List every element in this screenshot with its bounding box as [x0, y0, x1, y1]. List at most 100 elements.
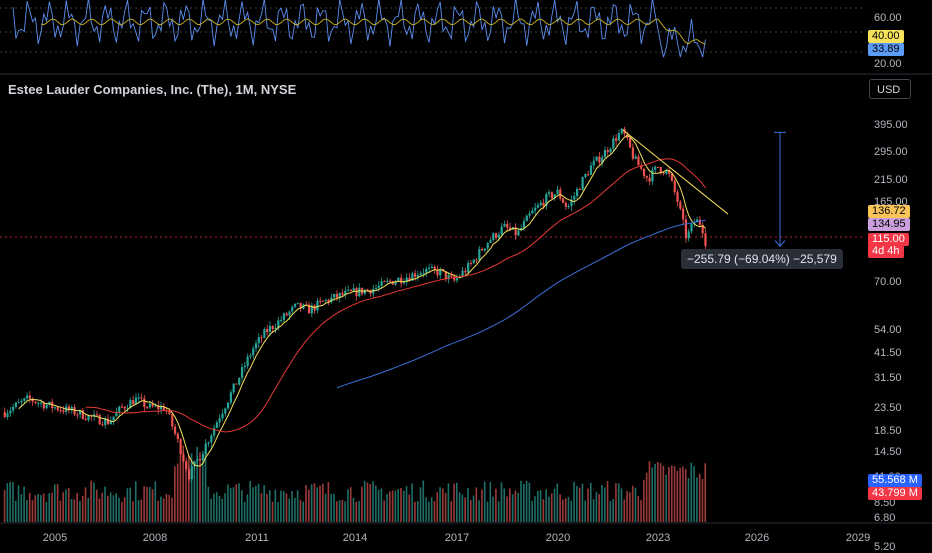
- candle-body: [321, 300, 325, 302]
- volume-bar: [609, 501, 612, 522]
- candle-body: [556, 189, 559, 195]
- volume-bar: [207, 486, 210, 522]
- candle-body: [56, 407, 59, 411]
- candle-body: [84, 418, 87, 420]
- candle-body: [701, 224, 704, 234]
- candle-body: [642, 168, 646, 176]
- volume-bar: [640, 500, 642, 522]
- candle-body: [433, 266, 436, 270]
- volume-bar: [500, 482, 503, 522]
- candle-body: [698, 219, 701, 225]
- volume-bar: [282, 491, 285, 522]
- candle-body: [419, 273, 422, 275]
- volume-bar: [268, 490, 271, 522]
- candle-body: [67, 406, 71, 411]
- volume-bar: [224, 493, 226, 522]
- candle-body: [254, 343, 258, 349]
- volume-bar: [296, 490, 299, 522]
- candle-body: [497, 234, 500, 238]
- volume-bar: [383, 500, 386, 522]
- volume-bar: [157, 500, 159, 522]
- volume-bar: [188, 455, 190, 522]
- candle-body: [207, 442, 210, 444]
- currency-button[interactable]: USD: [869, 79, 911, 99]
- candle-body: [118, 406, 121, 413]
- volume-bar: [37, 493, 39, 522]
- candle-body: [637, 156, 640, 166]
- candle-body: [59, 410, 62, 412]
- candle-body: [193, 460, 196, 467]
- volume-bar: [14, 500, 17, 522]
- candle-body: [307, 304, 311, 314]
- volume-bar: [492, 496, 494, 522]
- volume-bar: [76, 493, 78, 522]
- candle-body: [394, 281, 397, 285]
- bar-countdown-tag: 4d 4h: [868, 245, 904, 258]
- volume-bar: [592, 499, 595, 522]
- volume-bar: [344, 501, 346, 522]
- volume-bar: [235, 484, 238, 522]
- candle-body: [95, 414, 98, 416]
- candle-body: [148, 403, 152, 408]
- volume-bar: [65, 489, 67, 522]
- volume-bar: [414, 501, 416, 522]
- volume-bar: [355, 501, 358, 522]
- volume-bar: [174, 466, 176, 522]
- candle-body: [548, 192, 551, 194]
- volume-bar: [687, 478, 690, 522]
- candle-body: [280, 320, 283, 322]
- volume-bar: [497, 501, 500, 522]
- volume-bar: [17, 485, 20, 522]
- candle-body: [517, 230, 520, 236]
- time-axis-label: 2023: [645, 532, 671, 544]
- candle-body: [397, 277, 400, 282]
- candle-body: [349, 289, 353, 291]
- candle-body: [274, 327, 277, 329]
- volume-bar: [249, 480, 252, 522]
- volume-bar: [520, 480, 522, 522]
- volume-value-tag: 43.799 M: [868, 487, 922, 500]
- volume-bar: [698, 473, 701, 522]
- volume-bar: [447, 483, 450, 522]
- candle-body: [475, 259, 478, 261]
- volume-bar: [548, 496, 550, 522]
- volume-bar: [260, 493, 263, 522]
- candle-body: [9, 410, 12, 414]
- candle-body: [467, 262, 470, 273]
- candle-body: [132, 400, 135, 405]
- candle-body: [601, 157, 604, 163]
- candle-body: [425, 268, 428, 273]
- candle-body: [489, 240, 492, 243]
- candle-body: [6, 413, 9, 417]
- ma-fast-line: [18, 134, 706, 467]
- candle-body: [603, 150, 607, 158]
- candle-body: [578, 188, 581, 190]
- candle-body: [408, 277, 411, 281]
- volume-bar: [458, 492, 461, 522]
- candle-body: [299, 302, 302, 309]
- volume-bar: [324, 493, 327, 522]
- candle-body: [288, 311, 291, 316]
- candle-body: [291, 306, 294, 312]
- volume-bar: [322, 483, 324, 522]
- candle-body: [204, 443, 207, 455]
- time-axis-label: 2014: [342, 532, 368, 544]
- candle-body: [249, 355, 252, 357]
- price-axis-label: 5.20: [874, 541, 896, 553]
- volume-bar: [456, 482, 458, 522]
- last-price-tag: 115.00: [868, 233, 909, 246]
- volume-bar: [422, 480, 425, 522]
- volume-bar: [595, 492, 598, 522]
- volume-bar: [556, 483, 559, 522]
- volume-bar: [495, 488, 497, 522]
- volume-bar: [615, 483, 617, 522]
- volume-bar: [444, 492, 447, 522]
- candle-body: [589, 165, 593, 175]
- candle-body: [503, 223, 506, 227]
- candle-body: [34, 401, 37, 403]
- volume-bar: [101, 492, 104, 522]
- volume-bar: [559, 494, 561, 522]
- price-axis-label: 215.00: [874, 174, 908, 186]
- trend-line: [622, 129, 729, 215]
